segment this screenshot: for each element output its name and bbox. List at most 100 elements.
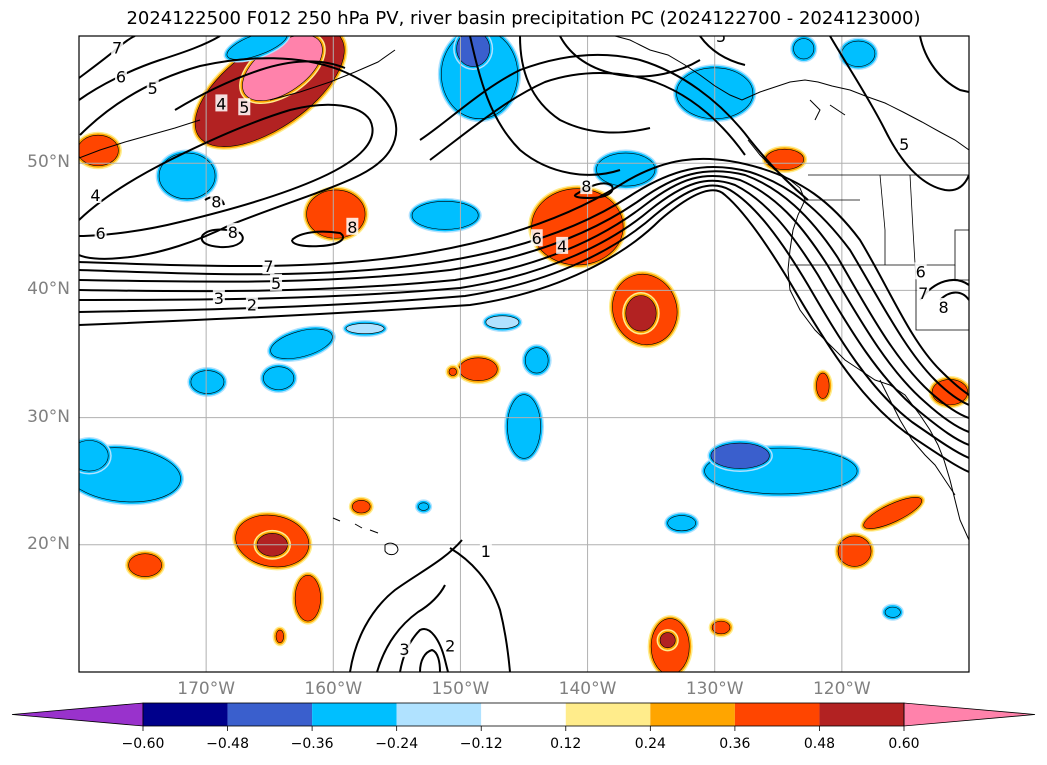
precip-anomaly-region [656,629,679,652]
contour-label: 4 [557,237,567,256]
longitude-label: 160°W [304,679,363,699]
colorbar-segment [481,703,566,726]
contour-label-background [238,98,251,116]
longitude-label: 170°W [177,679,236,699]
contour-label-background [479,542,492,560]
precip-anomaly-region [455,354,501,385]
precip-anomaly-fill [710,442,770,469]
contour-label: 6 [96,224,106,243]
precip-anomaly-fill [816,372,830,399]
contour-label-background [937,297,950,315]
contour-label-background [530,229,543,247]
latitude-label: 30°N [27,406,70,427]
contour-label-background [917,283,930,301]
contour-label: 6 [116,68,126,87]
contour-label-background [715,36,728,44]
precip-anomaly-fill [79,440,109,472]
contour-label-background [398,640,411,658]
colorbar-segment [819,703,904,726]
contour-label-background [226,222,239,240]
contour-label: 5 [716,27,726,46]
longitude-label: 150°W [431,679,490,699]
colorbar-tick-label: 0.36 [719,736,751,752]
colorbar-segment [312,703,397,726]
contour-label: 5 [271,274,281,293]
contour-label: 4 [90,186,100,205]
latitude-label: 40°N [27,279,70,300]
contour-label: 5 [899,135,909,154]
gridlines [79,36,969,672]
colorbar-segment [143,703,228,726]
contour-label-background [210,192,223,210]
precip-anomaly-fill [458,357,498,382]
precip-anomaly-region [79,437,112,475]
contour-label: 4 [216,94,226,113]
contour-label: 5 [239,98,249,117]
colorbar-segment [650,703,735,726]
precip-anomaly-fill [524,347,549,374]
precip-anomaly-region [445,364,461,380]
map-frame [78,35,970,673]
precip-anomaly-fill [507,394,541,459]
precip-anomaly-fill [485,315,520,329]
contour-label: 8 [581,177,591,196]
contour-label: 7 [263,257,273,276]
precip-anomaly-fill [270,328,333,359]
precip-anomaly-region [762,145,808,174]
precip-anomaly-region [881,603,904,621]
colorbar-tick-label: −0.12 [459,736,503,752]
contour-label-background [914,262,927,280]
precip-anomaly-fill [863,497,923,529]
contour-label: 7 [918,284,928,303]
precip-anomaly-fill [294,575,321,622]
contour-label: 2 [445,636,455,655]
precip-anomaly-fill [884,606,901,618]
contour-label: 8 [938,298,948,317]
colorbar-frame [142,702,905,727]
precip-anomaly-region [291,571,325,625]
precip-anomaly-region [707,439,773,472]
colorbar-segment [565,703,651,726]
precip-anomaly-fill [128,553,162,577]
colorbar-extend-high [903,702,1036,727]
contour-label: 3 [399,640,409,659]
precip-anomaly-fill [411,201,479,230]
precip-anomaly-fill [158,152,216,200]
precip-anomaly-region [838,37,879,71]
precip-anomaly-fill [345,323,385,334]
precip-anomaly-region [708,617,734,638]
contour-label-background [111,38,124,56]
map-title: 2024122500 F012 250 hPa PV, river basin … [126,8,921,29]
contour-label: 2 [247,295,257,314]
contour-label-background [94,224,107,242]
precip-anomaly-fill [190,370,225,394]
precip-anomaly-fill [275,629,284,644]
coastlines [79,36,969,556]
colorbar-tick-label: −0.36 [290,736,334,752]
contour-label-background [146,79,159,97]
precip-anomaly-fill [596,152,656,187]
precip-anomaly-region [812,369,833,403]
colorbar-tick-label: −0.48 [206,736,249,752]
precip-anomaly-region [187,367,228,397]
precip-anomaly-region [408,197,482,233]
precip-anomaly-fill [418,502,429,511]
precip-anomaly-fill [226,36,288,60]
precip-anomaly-region [622,291,660,335]
contour-label-background [245,295,258,313]
contour-label: 8 [228,223,238,242]
latitude-label: 20°N [27,533,70,554]
precip-anomaly-fill [625,295,657,332]
precip-anomaly-fill [448,367,457,376]
contour-label-background [898,135,911,153]
colorbar-tick-label: −0.24 [375,736,419,752]
colorbar-segment [734,703,820,726]
precip-anomaly-region [482,312,523,333]
colorbar-tick-label: 0.12 [550,736,582,752]
contour-label-background [580,177,593,195]
precip-anomaly-region [239,36,326,105]
precip-anomaly-fill [659,632,676,649]
precip-anomaly-region [834,532,875,570]
